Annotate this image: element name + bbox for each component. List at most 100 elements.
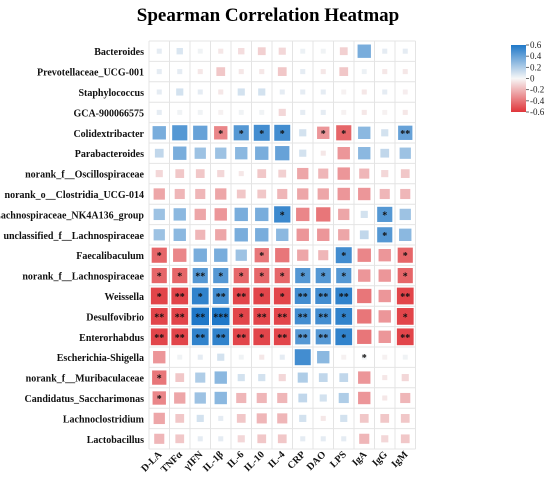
heatmap-cell [400, 434, 410, 444]
significance-label: * [259, 251, 264, 262]
heatmap-cell [232, 308, 250, 325]
significance-label: * [280, 210, 285, 221]
heatmap-cell [215, 147, 227, 159]
heatmap-cell [253, 287, 271, 305]
heatmap-cell [259, 69, 265, 75]
heatmap-cell [197, 354, 203, 360]
heatmap-cell [297, 167, 309, 180]
heatmap-cell [299, 414, 307, 422]
heatmap-cell [153, 412, 165, 425]
significance-label: ** [339, 292, 349, 303]
heatmap-cell [153, 208, 165, 221]
heatmap-cell [273, 328, 291, 346]
heatmap-cell [382, 109, 388, 115]
heatmap-cell [297, 188, 309, 200]
heatmap-cell [175, 414, 185, 423]
heatmap-cell [318, 373, 328, 382]
heatmap-cell [295, 268, 311, 284]
heatmap-cell [237, 435, 245, 443]
row-label: unclassified_f__Lachnospiraceae [3, 231, 144, 242]
heatmap-cell [317, 228, 330, 241]
heatmap-cell [217, 353, 225, 361]
heatmap-cell [382, 395, 388, 401]
heatmap-cell [234, 228, 248, 242]
heatmap-cell [297, 249, 309, 261]
row-label: norank_f__Lachnospiraceae [22, 272, 144, 283]
heatmap-cell [357, 248, 371, 262]
heatmap-cell [381, 129, 389, 137]
heatmap-cell [397, 247, 413, 263]
significance-label: ** [318, 292, 328, 303]
heatmap-cell [320, 415, 326, 421]
heatmap-cell [176, 88, 184, 96]
heatmap-cell [377, 206, 393, 222]
heatmap-cell [358, 147, 371, 160]
heatmap-cell [197, 436, 203, 442]
heatmap-cell [254, 268, 270, 284]
heatmap-cell [382, 375, 388, 381]
significance-label: ** [175, 312, 185, 323]
heatmap-cell [317, 126, 330, 139]
heatmap-cell [402, 109, 408, 115]
significance-label: * [157, 272, 162, 283]
heatmap-cell [173, 146, 187, 160]
heatmap-cell [359, 433, 370, 444]
heatmap-cell [359, 230, 369, 240]
significance-label: ** [195, 333, 205, 344]
heatmap-cell [359, 414, 369, 423]
heatmap-cell [397, 268, 413, 284]
heatmap-cell [273, 308, 291, 325]
heatmap-cell [294, 308, 311, 325]
heatmap-cell [318, 168, 329, 179]
significance-label: * [403, 251, 408, 262]
heatmap-cell [197, 89, 203, 95]
heatmap-cell [399, 228, 412, 241]
heatmap-cell [274, 206, 291, 223]
heatmap-cell [320, 89, 326, 95]
heatmap-cell [361, 89, 367, 95]
heatmap-cell [214, 371, 227, 384]
heatmap-cell [152, 370, 167, 385]
heatmap-cell [278, 108, 286, 116]
heatmap-cell [218, 89, 224, 95]
significance-label: * [280, 272, 285, 283]
heatmap-cell [315, 268, 331, 284]
heatmap-cell [257, 169, 267, 178]
heatmap-cell [277, 188, 288, 200]
heatmap-cell [275, 146, 290, 161]
heatmap-cell [298, 393, 308, 403]
heatmap-cell [175, 373, 185, 382]
heatmap-cell [402, 89, 408, 95]
significance-label: ** [400, 129, 410, 140]
significance-label: * [157, 292, 162, 303]
heatmap-cell [236, 189, 246, 199]
heatmap-cell [156, 69, 162, 75]
heatmap-cell [155, 170, 163, 178]
heatmap-cell [258, 374, 266, 382]
heatmap-cell [359, 168, 370, 179]
heatmap-cell [172, 268, 188, 284]
heatmap-cell [339, 373, 349, 382]
heatmap-cell [396, 308, 414, 325]
heatmap-cell [177, 69, 183, 75]
heatmap-cell [294, 288, 311, 304]
significance-label: * [259, 129, 264, 140]
heatmap-cell [238, 69, 244, 75]
heatmap-cell [236, 414, 246, 423]
row-label: Faecalibaculum [76, 251, 144, 262]
heatmap-cell [377, 227, 393, 243]
heatmap-cell [297, 372, 308, 383]
heatmap-cell [378, 289, 391, 303]
heatmap-cell [378, 269, 391, 282]
heatmap-cell [381, 170, 389, 178]
heatmap-cell [299, 129, 307, 137]
heatmap-cell [341, 354, 347, 360]
heatmap-cell [177, 354, 183, 360]
heatmap-cell [277, 392, 288, 404]
heatmap-cell [335, 308, 353, 325]
heatmap-cell [398, 125, 413, 140]
significance-label: * [157, 251, 162, 262]
heatmap-cell [337, 167, 350, 180]
heatmap-cell [360, 210, 368, 218]
